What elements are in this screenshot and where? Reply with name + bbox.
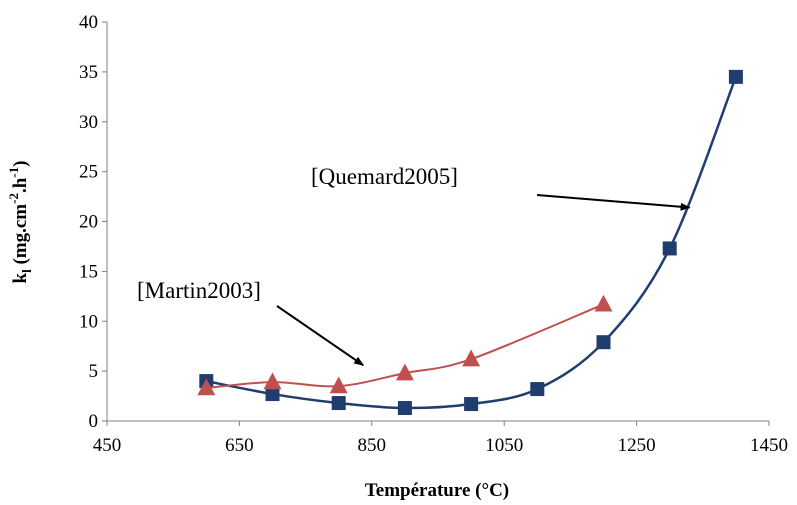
annotations: [Quemard2005] [Martin2003] xyxy=(137,164,691,366)
annotation-quemard: [Quemard2005] xyxy=(311,164,458,189)
x-tick-label: 850 xyxy=(358,435,387,456)
annotation-quemard-arrow xyxy=(536,194,691,211)
x-tick-label: 1450 xyxy=(750,435,788,456)
annotation-martin: [Martin2003] xyxy=(137,278,261,303)
y-tick-label: 20 xyxy=(79,212,98,233)
axes xyxy=(106,22,769,422)
x-tick-label: 1250 xyxy=(618,435,656,456)
series-1-point xyxy=(395,363,414,381)
series-layer xyxy=(197,69,743,416)
y-tick-label: 0 xyxy=(89,411,99,432)
y-tick-label: 25 xyxy=(79,162,98,183)
series-0-point xyxy=(464,397,479,412)
y-tick-label: 15 xyxy=(79,261,98,282)
series-0-point xyxy=(265,387,280,402)
y-tick-label: 40 xyxy=(79,12,98,33)
series-1-point xyxy=(197,378,216,396)
annotation-martin-arrow xyxy=(276,305,365,366)
x-tick-label: 1050 xyxy=(485,435,523,456)
series-1-point xyxy=(594,294,613,312)
y-axis-title: kl (mg.cm-2.h-1) xyxy=(6,161,34,284)
series-0-point xyxy=(397,401,412,416)
x-ticks: 450 650 850 1050 1250 1450 xyxy=(93,421,788,456)
series-0-point xyxy=(728,69,743,84)
series-0-point xyxy=(596,335,611,350)
series-1-point xyxy=(329,376,348,394)
y-tick-label: 35 xyxy=(79,62,98,83)
y-tick-label: 30 xyxy=(79,112,98,133)
series-0-point xyxy=(662,241,677,256)
x-tick-label: 450 xyxy=(93,435,122,456)
series-0-point xyxy=(530,382,545,397)
y-tick-label: 5 xyxy=(89,361,99,382)
x-axis-title: Température (°C) xyxy=(365,480,509,501)
y-ticks: 0 5 10 15 20 25 30 35 40 xyxy=(79,12,107,432)
series-1-point xyxy=(263,372,282,390)
y-tick-label: 10 xyxy=(79,311,98,332)
series-0-point xyxy=(331,396,346,411)
x-tick-label: 650 xyxy=(225,435,254,456)
series-1-point xyxy=(462,349,481,367)
